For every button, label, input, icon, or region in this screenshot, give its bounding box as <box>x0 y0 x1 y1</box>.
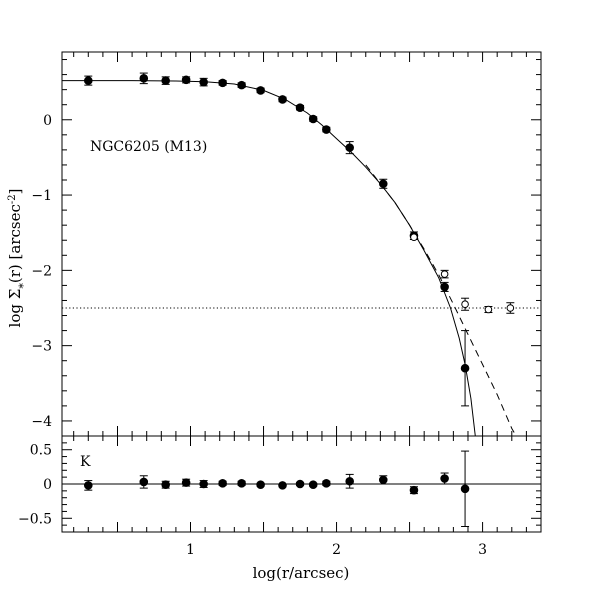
top-open-data-point <box>461 300 469 309</box>
bottom-data-point <box>83 481 93 490</box>
bottom-data-point <box>161 480 170 489</box>
top-data-point <box>322 125 331 134</box>
top-ytick-label: −3 <box>31 339 52 355</box>
model-curve-dashed <box>365 164 517 436</box>
bottom-data-point <box>322 479 331 488</box>
bottom-data-point <box>278 481 287 490</box>
bottom-ytick-label: 0 <box>43 477 52 493</box>
bottom-data-point <box>308 480 318 489</box>
bottom-ytick-label: 0.5 <box>30 443 52 459</box>
top-data-point <box>378 179 388 189</box>
top-data-point <box>218 78 227 88</box>
xtick-label: 1 <box>186 542 195 558</box>
top-data-point <box>83 76 93 85</box>
top-data-point <box>345 143 354 152</box>
bottom-data-point <box>460 484 470 494</box>
bottom-data-point <box>199 479 208 489</box>
bottom-data-point <box>409 485 419 495</box>
bottom-data-point <box>218 479 227 488</box>
top-data-point <box>278 95 287 104</box>
bottom-data-point <box>378 475 388 485</box>
top-annotation: NGC6205 (M13) <box>90 139 207 155</box>
model-curve-solid <box>62 80 476 436</box>
bottom-data-point <box>181 478 191 487</box>
xtick-label: 2 <box>332 542 341 558</box>
bottom-data-point <box>237 479 246 488</box>
top-open-data-point <box>506 304 515 312</box>
surface-density-panel: 0 −1 −2 −3 −4 <box>31 51 542 437</box>
bottom-annotation: K <box>80 454 91 470</box>
top-data-point <box>181 75 191 85</box>
top-data-point <box>161 76 170 85</box>
bottom-plot-area <box>62 450 541 528</box>
bottom-data-point <box>256 480 265 489</box>
top-data-point <box>440 282 449 292</box>
top-open-data-point <box>410 233 418 242</box>
bottom-data-point <box>440 474 449 483</box>
y-axis-label: log Σ*(r) [arcsec-2] <box>6 189 30 328</box>
top-plot-area <box>62 72 541 436</box>
bottom-data-point <box>295 479 305 489</box>
top-ytick-label: −4 <box>31 414 52 430</box>
bottom-data-point <box>345 476 354 486</box>
xtick-label: 3 <box>478 542 487 558</box>
top-data-point <box>237 80 246 90</box>
top-data-point <box>308 114 318 124</box>
top-data-point <box>295 103 305 113</box>
bottom-data-point <box>139 477 149 487</box>
bottom-ytick-label: −0.5 <box>18 511 52 527</box>
top-open-data-point <box>440 270 449 278</box>
top-ytick-label: 0 <box>43 113 52 129</box>
top-data-point <box>199 77 208 87</box>
top-ytick-label: −1 <box>31 188 52 204</box>
top-data-point <box>256 86 265 95</box>
x-axis-label: log(r/arcsec) <box>253 564 350 582</box>
top-data-point <box>460 363 470 373</box>
top-open-data-point <box>484 305 493 314</box>
top-ytick-label: −2 <box>31 263 52 279</box>
top-data-point <box>139 74 149 83</box>
residual-panel: 0.5 0 −0.5 1 2 3 <box>18 435 542 558</box>
